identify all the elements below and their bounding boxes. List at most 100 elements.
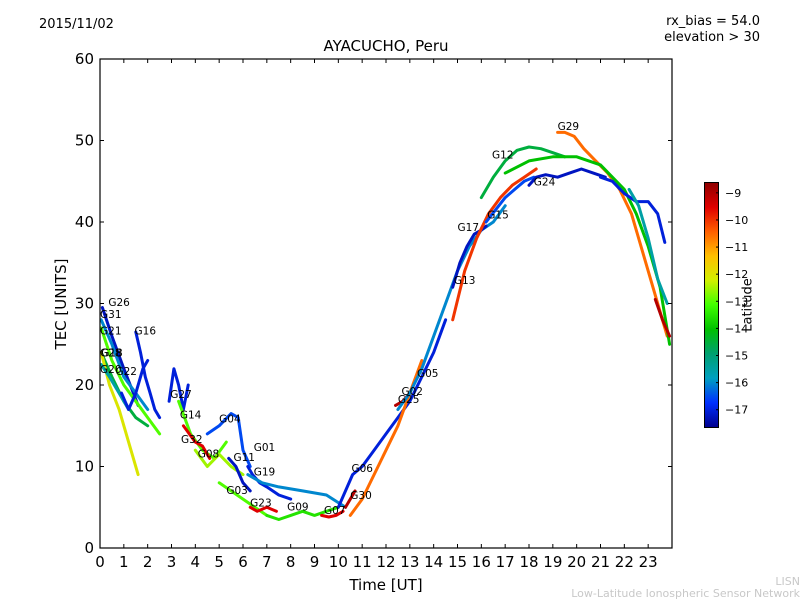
prn-label: G02 [401, 386, 423, 398]
credit-short: LISN [775, 575, 800, 588]
prn-label: G19 [254, 466, 276, 478]
prn-label: G11 [233, 452, 255, 464]
prn-label: G12 [492, 149, 514, 161]
x-tick-label: 13 [400, 553, 419, 571]
prn-label: G09 [287, 502, 309, 514]
x-tick-label: 18 [519, 553, 538, 571]
series-line-g07 [320, 509, 345, 519]
x-tick-label: 3 [167, 553, 177, 571]
colorbar-tick-label: −9 [725, 187, 741, 200]
series-line-g30 [344, 489, 357, 509]
series-line-g22 [120, 359, 150, 411]
series-line-g12 [479, 145, 567, 200]
x-tick-label: 8 [286, 553, 296, 571]
x-axis: 0 1 2 3 4 5 6 7 8 9 10 11 12 13 14 15 16 17 18 19 20 21 22 23 [95, 59, 658, 571]
date-label: 2015/11/02 [39, 17, 114, 32]
prn-label: G17 [458, 222, 480, 234]
prn-label: G24 [534, 176, 556, 188]
series-line-g23 [248, 505, 278, 513]
series-line-g01 [246, 465, 293, 501]
series-line-g29 [556, 130, 669, 338]
prn-label: G18 [101, 347, 123, 359]
colorbar-gradient [705, 183, 718, 427]
prn-label: G14 [180, 409, 202, 421]
prn-label: G29 [558, 121, 580, 133]
x-tick-label: 17 [496, 553, 515, 571]
x-tick-label: 6 [238, 553, 248, 571]
prn-label: G07 [324, 505, 346, 517]
x-tick-label: 21 [591, 553, 610, 571]
y-tick-label: 60 [75, 50, 94, 68]
x-tick-label: 1 [119, 553, 129, 571]
y-axis: 0 10 20 30 40 50 60 [75, 50, 672, 557]
colorbar-tick-label: −15 [725, 350, 748, 363]
series-line-g19 [246, 473, 347, 509]
series-line-g27 [167, 367, 190, 411]
prn-label: G13 [454, 275, 476, 287]
x-axis-label: Time [UT] [348, 576, 422, 594]
colorbar-tick-label: −16 [725, 377, 748, 390]
y-tick-label: 50 [75, 132, 94, 150]
y-tick-label: 20 [75, 376, 94, 394]
colorbar-tick-label: −17 [725, 404, 748, 417]
prn-label: G04 [219, 413, 241, 425]
x-tick-label: 11 [353, 553, 372, 571]
series-line-trail-d [653, 297, 672, 338]
prn-label: G20 [100, 364, 122, 376]
credit-long: Low-Latitude Ionospheric Sensor Network [571, 587, 800, 600]
series-line-trail-b [599, 175, 667, 244]
prn-label: G01 [254, 442, 276, 454]
x-tick-label: 10 [329, 553, 348, 571]
rx-bias-label: rx_bias = 54.0 [666, 14, 760, 29]
prn-label: G23 [250, 497, 272, 509]
colorbar [704, 182, 719, 428]
series-line-g31 [99, 318, 150, 411]
prn-label: G16 [135, 325, 157, 337]
y-tick-label: 0 [84, 539, 94, 557]
prn-label: G06 [351, 463, 373, 475]
series-line-g17 [451, 167, 538, 322]
x-tick-label: 14 [424, 553, 443, 571]
plot-frame [99, 58, 673, 549]
series-line-g08 [193, 448, 245, 477]
series-layer [99, 130, 672, 521]
prn-label: G28 [100, 347, 122, 359]
colorbar-tick-label: −11 [725, 241, 748, 254]
series-line-g14 [177, 399, 228, 460]
series-line-trail-c [627, 187, 669, 305]
prn-label: G22 [115, 366, 137, 378]
series-line-g06 [336, 318, 448, 509]
prn-label: G05 [417, 368, 439, 380]
colorbar-label: Latitude [740, 278, 756, 332]
prn-label: G27 [170, 389, 192, 401]
colorbar-tick-label: −10 [725, 214, 748, 227]
prn-label: G30 [350, 490, 372, 502]
x-tick-label: 16 [472, 553, 491, 571]
x-tick-label: 4 [191, 553, 201, 571]
prn-label: G31 [100, 309, 122, 321]
colorbar-tick-label: −12 [725, 268, 748, 281]
prn-label: G08 [198, 449, 220, 461]
x-tick-label: 7 [262, 553, 272, 571]
series-line-g16 [134, 330, 162, 420]
x-tick-label: 23 [639, 553, 658, 571]
meta-info: rx_bias = 54.0 elevation > 30 [664, 14, 760, 46]
prn-label: G25 [398, 394, 420, 406]
x-tick-label: 20 [567, 553, 586, 571]
y-tick-label: 30 [75, 295, 94, 313]
series-line-g21 [99, 326, 162, 436]
x-tick-label: 0 [95, 553, 105, 571]
series-line-g32 [181, 424, 212, 460]
colorbar-tick-label: −14 [725, 322, 748, 335]
y-tick-label: 40 [75, 213, 94, 231]
elevation-label: elevation > 30 [664, 30, 760, 45]
y-axis-label: TEC [UNITS] [52, 259, 70, 351]
x-tick-label: 15 [448, 553, 467, 571]
x-tick-label: 9 [310, 553, 320, 571]
y-tick-label: 10 [75, 458, 94, 476]
prn-label: G21 [100, 325, 122, 337]
series-line-g04 [205, 412, 252, 468]
series-line-g24 [527, 167, 607, 187]
x-tick-label: 5 [214, 553, 224, 571]
